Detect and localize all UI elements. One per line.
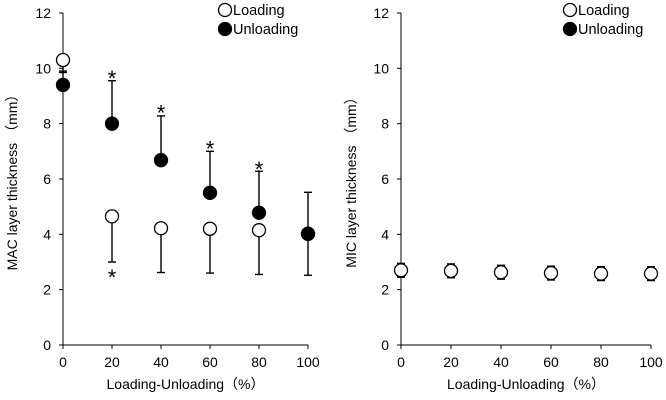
significance-asterisk: * [157, 100, 166, 125]
significance-asterisk: * [108, 265, 117, 290]
y-tick-label: 4 [43, 226, 51, 242]
loading-point [55, 52, 71, 68]
significance-asterisk: * [255, 157, 264, 182]
legend-loading-marker [562, 2, 578, 18]
y-tick-label: 12 [373, 5, 389, 21]
loading-point [153, 221, 169, 236]
legend-unloading-marker [217, 21, 233, 37]
legend-unloading-label: Unloading [578, 22, 643, 38]
x-tick-label: 20 [443, 354, 459, 370]
x-tick-label: 20 [104, 354, 120, 370]
x-tick-label: 40 [153, 354, 169, 370]
loading-point [104, 209, 120, 224]
significance-asterisk: * [108, 66, 117, 91]
x-tick-label: 100 [639, 354, 663, 370]
y-tick-label: 6 [43, 171, 51, 187]
x-axis-title: Loading-Unloading（%） [107, 376, 265, 392]
x-tick-label: 0 [397, 354, 405, 370]
unloading-point [300, 226, 316, 241]
y-tick-label: 0 [381, 337, 389, 353]
y-axis-title: MIC layer thickness （mm） [343, 90, 359, 267]
mac-chart-panel: 0 2 4 6 8 10 12 0 20 40 60 80 100 Loading-Unloading（%… [4, 2, 320, 392]
y-tick-label: 0 [43, 337, 51, 353]
y-tick-label: 12 [35, 5, 51, 21]
x-tick-label: 100 [296, 354, 320, 370]
mic-chart-panel: 0 2 4 6 8 10 12 0 20 40 60 80 100 Loading-Unloading（%… [343, 2, 663, 392]
legend-unloading-label: Unloading [233, 22, 298, 38]
loading-point [393, 263, 409, 278]
unloading-point [251, 205, 267, 220]
y-tick-label: 2 [43, 282, 51, 298]
x-tick-label: 60 [202, 354, 218, 370]
significance-asterisk: * [206, 136, 215, 161]
loading-point [493, 265, 509, 280]
y-tick-label: 6 [381, 171, 389, 187]
x-tick-label: 60 [543, 354, 559, 370]
legend-unloading-marker [562, 21, 578, 37]
y-tick-label: 2 [381, 282, 389, 298]
y-tick-label: 4 [381, 226, 389, 242]
unloading-point [55, 77, 71, 93]
y-tick-label: 10 [373, 60, 389, 76]
y-axis-title: MAC layer thickness （mm） [4, 88, 20, 271]
legend-loading-marker [217, 2, 233, 18]
y-tick-label: 8 [381, 116, 389, 132]
loading-point [251, 223, 267, 238]
loading-point [643, 266, 659, 281]
y-tick-label: 8 [43, 116, 51, 132]
unloading-point [202, 185, 218, 200]
x-axis-title: Loading-Unloading（%） [447, 376, 605, 392]
legend-loading-label: Loading [233, 3, 285, 19]
loading-point [443, 263, 459, 279]
unloading-point [104, 116, 120, 131]
loading-point [543, 265, 559, 281]
x-tick-label: 80 [251, 354, 267, 370]
y-tick-label: 10 [35, 60, 51, 76]
x-tick-label: 80 [593, 354, 609, 370]
loading-point [202, 221, 218, 236]
x-tick-label: 0 [59, 354, 67, 370]
x-tick-label: 40 [493, 354, 509, 370]
unloading-point [153, 153, 169, 168]
legend-loading-label: Loading [578, 3, 630, 19]
loading-point [593, 266, 609, 281]
